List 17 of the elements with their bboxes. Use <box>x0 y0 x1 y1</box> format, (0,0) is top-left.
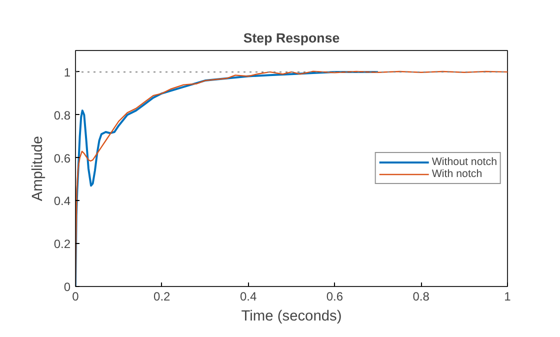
legend-label: With notch <box>432 168 482 180</box>
y-tick-label: 1 <box>64 65 71 80</box>
x-tick-label: 0 <box>72 290 80 304</box>
y-tick-label: 0.8 <box>54 108 71 122</box>
y-tick-label: 0 <box>64 280 71 294</box>
y-tick-label: 0.6 <box>54 151 71 166</box>
legend-label: Without notch <box>432 156 497 168</box>
x-tick-label: 0.6 <box>326 290 344 304</box>
x-tick-label: 0.8 <box>412 290 430 304</box>
x-tick-label: 1 <box>504 290 512 304</box>
x-tick-label: 0.4 <box>240 290 257 304</box>
y-tick-label: 0.2 <box>54 237 71 252</box>
y-axis-title: Amplitude <box>30 136 46 202</box>
x-axis-title: Time (seconds) <box>241 308 342 324</box>
y-tick-label: 0.4 <box>54 194 71 208</box>
chart-title: Step Response <box>243 30 340 46</box>
x-tick-label: 0.2 <box>154 290 171 304</box>
